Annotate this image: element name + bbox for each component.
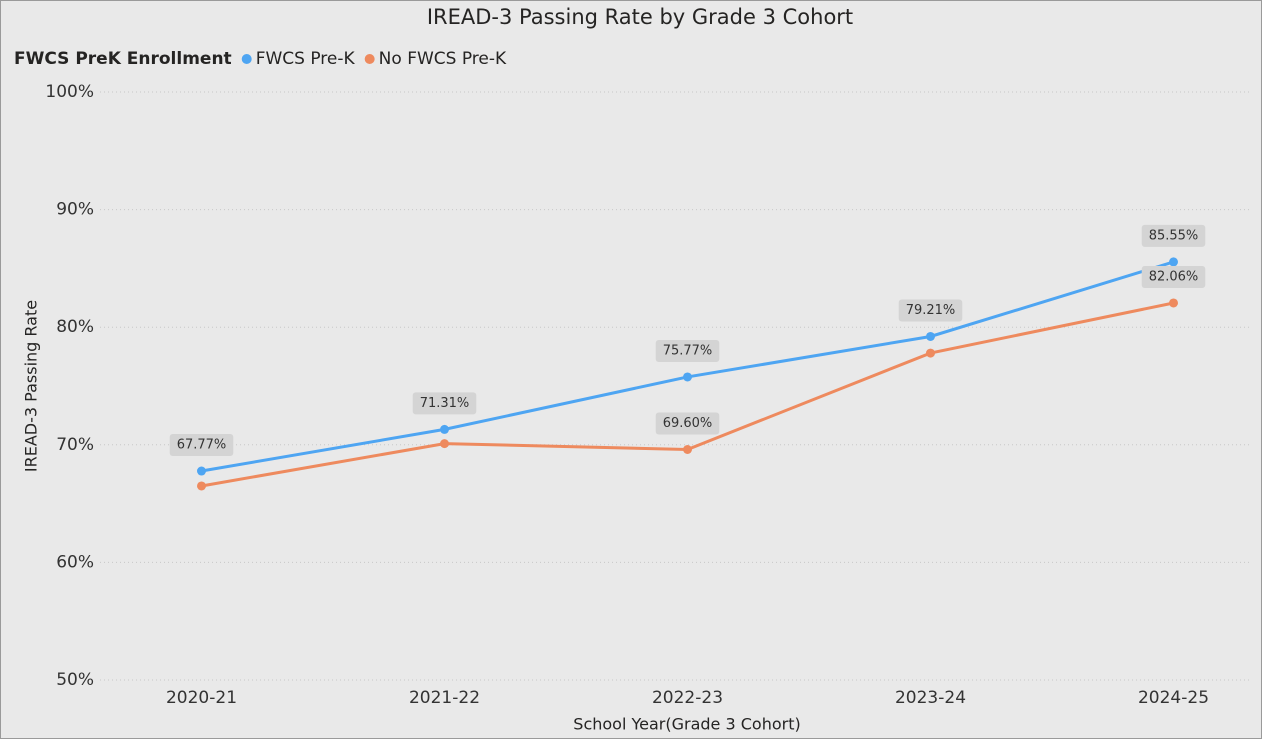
data-point: [1169, 298, 1178, 308]
data-point: [683, 372, 692, 382]
y-tick-label: 90%: [56, 200, 94, 220]
data-label-box: [169, 434, 234, 457]
y-tick-label: 50%: [56, 670, 94, 690]
legend-label: FWCS Pre-K: [256, 49, 356, 69]
data-label-box: [1141, 265, 1206, 288]
data-point: [926, 331, 935, 341]
legend-marker: [241, 54, 252, 64]
legend-marker: [364, 54, 375, 64]
x-tick-label: 2021-22: [409, 688, 480, 708]
data-label: 75.77%: [655, 339, 720, 362]
data-label-text: 69.60%: [663, 416, 713, 431]
y-tick-label: 80%: [56, 317, 94, 337]
x-tick-label: 2020-21: [166, 688, 237, 708]
x-axis-label: School Year(Grade 3 Cohort): [573, 715, 800, 734]
legend-title: FWCS PreK Enrollment: [14, 49, 232, 69]
data-label-box: [655, 412, 720, 435]
y-axis-label: IREAD-3 Passing Rate: [22, 300, 41, 472]
data-label-text: 75.77%: [663, 343, 713, 358]
data-label: 82.06%: [1141, 265, 1206, 288]
data-label-text: 85.55%: [1149, 228, 1199, 243]
data-point: [197, 466, 206, 476]
data-label-box: [655, 339, 720, 362]
data-label-text: 67.77%: [177, 438, 227, 453]
data-label: 79.21%: [898, 299, 963, 322]
y-tick-label: 70%: [56, 435, 94, 455]
data-label-box: [898, 299, 963, 322]
data-label-box: [1141, 224, 1206, 247]
y-tick-label: 100%: [45, 82, 94, 102]
data-label: 71.31%: [412, 392, 477, 415]
data-point: [440, 424, 449, 434]
x-tick-label: 2023-24: [895, 688, 966, 708]
data-label: 67.77%: [169, 434, 234, 457]
data-point: [1169, 257, 1178, 267]
x-tick-label: 2024-25: [1138, 688, 1209, 708]
data-label-box: [412, 392, 477, 415]
data-point: [683, 445, 692, 455]
data-point: [197, 481, 206, 491]
x-tick-label: 2022-23: [652, 688, 723, 708]
data-label: 69.60%: [655, 412, 720, 435]
data-point: [440, 439, 449, 449]
data-label-text: 71.31%: [420, 396, 470, 411]
legend-label: No FWCS Pre-K: [379, 49, 507, 69]
chart-title: IREAD-3 Passing Rate by Grade 3 Cohort: [427, 5, 853, 29]
data-label-text: 82.06%: [1149, 269, 1199, 284]
data-label: 85.55%: [1141, 224, 1206, 247]
data-point: [926, 348, 935, 358]
data-label-text: 79.21%: [906, 303, 956, 318]
y-tick-label: 60%: [56, 552, 94, 572]
